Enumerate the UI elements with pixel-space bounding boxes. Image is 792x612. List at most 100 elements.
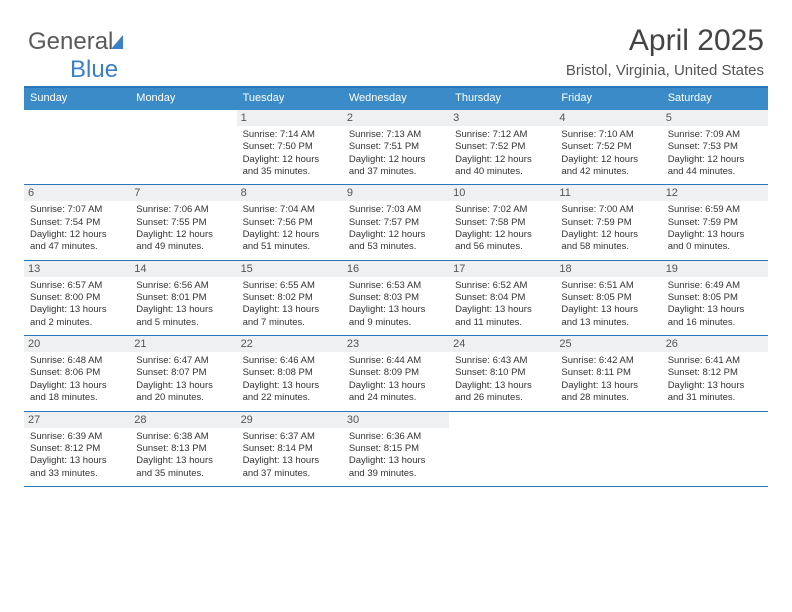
calendar-day-cell: 20Sunrise: 6:48 AMSunset: 8:06 PMDayligh… (24, 336, 130, 410)
sunrise-text: Sunrise: 6:59 AM (668, 204, 762, 216)
daylight-text: Daylight: 13 hours and 2 minutes. (30, 304, 124, 329)
sunrise-text: Sunrise: 6:55 AM (243, 280, 337, 292)
sunrise-text: Sunrise: 6:36 AM (349, 431, 443, 443)
daylight-text: Daylight: 12 hours and 44 minutes. (668, 154, 762, 179)
sunrise-text: Sunrise: 6:52 AM (455, 280, 549, 292)
day-header: Monday (130, 88, 236, 110)
day-number: 6 (24, 185, 130, 201)
sunrise-text: Sunrise: 6:47 AM (136, 355, 230, 367)
sunrise-text: Sunrise: 6:48 AM (30, 355, 124, 367)
calendar-day-cell: 15Sunrise: 6:55 AMSunset: 8:02 PMDayligh… (237, 261, 343, 335)
sunset-text: Sunset: 8:14 PM (243, 443, 337, 455)
day-number: 23 (343, 336, 449, 352)
sunset-text: Sunset: 8:12 PM (30, 443, 124, 455)
daylight-text: Daylight: 13 hours and 5 minutes. (136, 304, 230, 329)
day-number: 11 (555, 185, 661, 201)
daylight-text: Daylight: 12 hours and 51 minutes. (243, 229, 337, 254)
calendar: SundayMondayTuesdayWednesdayThursdayFrid… (24, 86, 768, 487)
day-number: 19 (662, 261, 768, 277)
sunrise-text: Sunrise: 6:57 AM (30, 280, 124, 292)
daylight-text: Daylight: 12 hours and 35 minutes. (243, 154, 337, 179)
sunrise-text: Sunrise: 7:10 AM (561, 129, 655, 141)
day-number: 22 (237, 336, 343, 352)
sunset-text: Sunset: 7:56 PM (243, 217, 337, 229)
sunrise-text: Sunrise: 7:13 AM (349, 129, 443, 141)
sunrise-text: Sunrise: 6:38 AM (136, 431, 230, 443)
calendar-day-cell (24, 110, 130, 184)
day-number: 4 (555, 110, 661, 126)
calendar-day-cell: 21 Sunrise: 6:47 AMSunset: 8:07 PMDayligh… (130, 336, 236, 410)
calendar-day-cell: 3Sunrise: 7:12 AMSunset: 7:52 PMDaylight… (449, 110, 555, 184)
sunrise-text: Sunrise: 6:44 AM (349, 355, 443, 367)
sunrise-text: Sunrise: 6:43 AM (455, 355, 549, 367)
calendar-day-cell: 2Sunrise: 7:13 AMSunset: 7:51 PMDaylight… (343, 110, 449, 184)
sunset-text: Sunset: 8:05 PM (561, 292, 655, 304)
calendar-day-cell: 12Sunrise: 6:59 AMSunset: 7:59 PMDayligh… (662, 185, 768, 259)
sunrise-text: Sunrise: 7:12 AM (455, 129, 549, 141)
logo: General Blue (28, 28, 123, 84)
sunset-text: Sunset: 8:00 PM (30, 292, 124, 304)
daylight-text: Daylight: 12 hours and 40 minutes. (455, 154, 549, 179)
day-number: 25 (555, 336, 661, 352)
sunset-text: Sunset: 8:07 PM (136, 367, 230, 379)
daylight-text: Daylight: 13 hours and 37 minutes. (243, 455, 337, 480)
calendar-day-cell: 23Sunrise: 6:44 AMSunset: 8:09 PMDayligh… (343, 336, 449, 410)
day-number: 18 (555, 261, 661, 277)
daylight-text: Daylight: 13 hours and 18 minutes. (30, 380, 124, 405)
calendar-day-cell: 30Sunrise: 6:36 AMSunset: 8:15 PMDayligh… (343, 412, 449, 486)
day-number: 29 (237, 412, 343, 428)
daylight-text: Daylight: 12 hours and 49 minutes. (136, 229, 230, 254)
day-number: 24 (449, 336, 555, 352)
daylight-text: Daylight: 13 hours and 24 minutes. (349, 380, 443, 405)
daylight-text: Daylight: 13 hours and 11 minutes. (455, 304, 549, 329)
day-header: Tuesday (237, 88, 343, 110)
daylight-text: Daylight: 13 hours and 28 minutes. (561, 380, 655, 405)
sunrise-text: Sunrise: 7:00 AM (561, 204, 655, 216)
sunrise-text: Sunrise: 7:09 AM (668, 129, 762, 141)
day-number: 30 (343, 412, 449, 428)
calendar-day-cell: 7Sunrise: 7:06 AMSunset: 7:55 PMDaylight… (130, 185, 236, 259)
calendar-day-cell (449, 412, 555, 486)
calendar-week-row: 20Sunrise: 6:48 AMSunset: 8:06 PMDayligh… (24, 336, 768, 411)
page-subtitle: Bristol, Virginia, United States (566, 62, 764, 79)
sunset-text: Sunset: 8:01 PM (136, 292, 230, 304)
sunset-text: Sunset: 8:13 PM (136, 443, 230, 455)
daylight-text: Daylight: 13 hours and 16 minutes. (668, 304, 762, 329)
logo-triangle-icon (111, 35, 123, 49)
calendar-day-cell: 6Sunrise: 7:07 AMSunset: 7:54 PMDaylight… (24, 185, 130, 259)
calendar-day-cell: 28Sunrise: 6:38 AMSunset: 8:13 PMDayligh… (130, 412, 236, 486)
daylight-text: Daylight: 12 hours and 37 minutes. (349, 154, 443, 179)
calendar-day-cell: 8Sunrise: 7:04 AMSunset: 7:56 PMDaylight… (237, 185, 343, 259)
calendar-day-cell: 14Sunrise: 6:56 AMSunset: 8:01 PMDayligh… (130, 261, 236, 335)
day-number: 21 (130, 336, 236, 352)
day-number: 8 (237, 185, 343, 201)
sunrise-text: Sunrise: 6:41 AM (668, 355, 762, 367)
sunrise-text: Sunrise: 6:53 AM (349, 280, 443, 292)
day-number: 20 (24, 336, 130, 352)
calendar-day-cell (555, 412, 661, 486)
sunrise-text: Sunrise: 6:39 AM (30, 431, 124, 443)
day-header: Saturday (662, 88, 768, 110)
day-number: 16 (343, 261, 449, 277)
sunrise-text: Sunrise: 6:49 AM (668, 280, 762, 292)
day-number: 13 (24, 261, 130, 277)
daylight-text: Daylight: 13 hours and 20 minutes. (136, 380, 230, 405)
calendar-header-row: SundayMondayTuesdayWednesdayThursdayFrid… (24, 88, 768, 110)
sunset-text: Sunset: 7:53 PM (668, 141, 762, 153)
calendar-week-row: 27Sunrise: 6:39 AMSunset: 8:12 PMDayligh… (24, 412, 768, 487)
sunset-text: Sunset: 7:57 PM (349, 217, 443, 229)
logo-text-1: General (28, 28, 113, 55)
sunset-text: Sunset: 8:05 PM (668, 292, 762, 304)
sunset-text: Sunset: 7:50 PM (243, 141, 337, 153)
daylight-text: Daylight: 13 hours and 7 minutes. (243, 304, 337, 329)
calendar-day-cell: 24Sunrise: 6:43 AMSunset: 8:10 PMDayligh… (449, 336, 555, 410)
sunset-text: Sunset: 8:10 PM (455, 367, 549, 379)
sunset-text: Sunset: 8:02 PM (243, 292, 337, 304)
calendar-day-cell: 9Sunrise: 7:03 AMSunset: 7:57 PMDaylight… (343, 185, 449, 259)
sunset-text: Sunset: 8:15 PM (349, 443, 443, 455)
day-number: 28 (130, 412, 236, 428)
sunset-text: Sunset: 8:11 PM (561, 367, 655, 379)
sunset-text: Sunset: 8:08 PM (243, 367, 337, 379)
daylight-text: Daylight: 12 hours and 58 minutes. (561, 229, 655, 254)
sunrise-text: Sunrise: 7:03 AM (349, 204, 443, 216)
